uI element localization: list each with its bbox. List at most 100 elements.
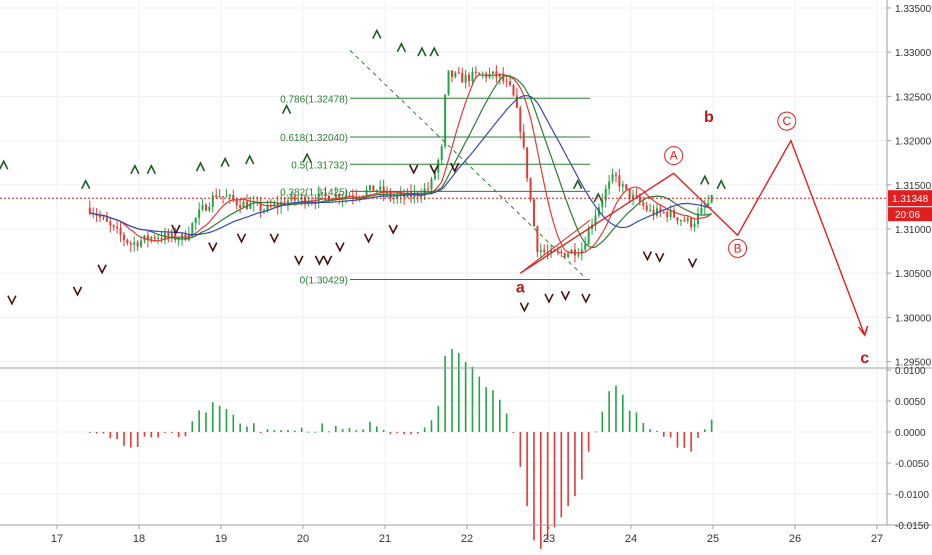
- price-tick-label: 1.33500: [895, 4, 932, 15]
- candle-body: [379, 186, 382, 191]
- histogram-bar: [683, 432, 686, 448]
- histogram-bar: [430, 420, 433, 432]
- candle-body: [345, 195, 348, 198]
- histogram-bar: [540, 432, 542, 549]
- candle-body: [580, 249, 583, 255]
- price-tick-label: 1.31000: [895, 225, 932, 236]
- price-tick-label: 1.32500: [895, 92, 932, 103]
- wave-label-A: A: [670, 149, 678, 163]
- candle-body: [140, 240, 143, 247]
- time-tick-label: 26: [789, 533, 801, 545]
- candle-body: [338, 194, 341, 199]
- candle-body: [194, 218, 197, 224]
- candle-body: [567, 253, 570, 257]
- candle-body: [621, 184, 624, 187]
- fractal-marker: [429, 164, 439, 175]
- histogram-bar: [505, 413, 508, 432]
- histogram-bar: [321, 423, 323, 432]
- candle-body: [232, 194, 235, 200]
- candle-body: [683, 219, 686, 222]
- candle-body: [601, 200, 604, 208]
- candle-body: [645, 205, 648, 211]
- fractal-marker: [236, 233, 247, 244]
- candle-body: [324, 192, 327, 196]
- candle-body: [112, 225, 115, 227]
- candle-body: [427, 188, 430, 190]
- candle-body: [464, 74, 467, 83]
- price-tick-label: 1.33000: [895, 48, 932, 59]
- histogram-bar: [136, 432, 139, 447]
- histogram-bar: [294, 430, 296, 432]
- price-tick-label: 1.29500: [895, 358, 932, 369]
- fractal-marker: [449, 162, 460, 173]
- time-tick-label: 18: [133, 533, 145, 545]
- candle-body: [116, 226, 119, 229]
- histogram-bar: [423, 427, 426, 432]
- candle-body: [502, 73, 505, 82]
- histogram-bar: [656, 430, 658, 432]
- candle-body: [471, 71, 474, 82]
- candle-body: [461, 72, 464, 83]
- candle-body: [669, 210, 672, 218]
- wave-label-b: b: [704, 109, 714, 126]
- candle-body: [167, 232, 170, 237]
- oscillator-pane[interactable]: [89, 348, 713, 549]
- fib-level-label: 0.382(1.31425): [280, 187, 348, 198]
- fractal-marker: [80, 178, 91, 190]
- price-tick-label: 1.30000: [895, 313, 932, 324]
- histogram-bar: [266, 429, 269, 432]
- candle-body: [474, 71, 477, 73]
- candle-body: [536, 226, 539, 252]
- histogram-bar: [587, 432, 590, 452]
- candle-body: [304, 196, 307, 205]
- candle-body: [649, 209, 652, 211]
- candle-body: [512, 85, 515, 96]
- candle-body: [519, 107, 522, 132]
- last-price-time-badge: [888, 207, 932, 222]
- trend-line-dashed: [349, 50, 586, 278]
- candle-body: [382, 186, 385, 194]
- histogram-bar: [567, 432, 569, 507]
- price-pane[interactable]: 0.786(1.32478) 0.618(1.32040) 0.5(1.31732)…: [0, 28, 887, 367]
- histogram-bar: [669, 432, 672, 438]
- histogram-bar: [191, 421, 194, 432]
- histogram-bar: [519, 432, 522, 467]
- fractal-marker: [700, 174, 710, 185]
- candle-body: [239, 205, 242, 208]
- histogram-bar: [102, 432, 105, 434]
- histogram-bar: [594, 431, 597, 433]
- candle-body: [201, 204, 204, 210]
- candle-body: [283, 201, 286, 205]
- fib-level-label: 0.618(1.32040): [280, 133, 348, 144]
- histogram-bar: [676, 432, 679, 448]
- fib-level-label: 0.786(1.32478): [280, 94, 348, 105]
- candle-body: [372, 185, 375, 192]
- fractal-marker: [408, 164, 419, 175]
- candle-body: [604, 188, 607, 201]
- wave-path: [519, 138, 866, 336]
- histogram-bar: [499, 399, 501, 432]
- candle-body: [611, 174, 614, 182]
- candle-body: [450, 70, 453, 77]
- time-tick-label: 27: [871, 533, 883, 545]
- wave-label-B: B: [734, 241, 742, 255]
- histogram-bar: [225, 409, 228, 432]
- candle-body: [679, 219, 682, 221]
- histogram-bar: [697, 432, 699, 439]
- histogram-bar: [581, 432, 583, 480]
- candle-body: [109, 221, 112, 226]
- histogram-bars: [89, 348, 713, 549]
- histogram-bar: [417, 432, 419, 434]
- histogram-bar: [253, 423, 255, 432]
- candle-body: [632, 194, 635, 199]
- histogram-bar: [464, 361, 467, 432]
- histogram-bar: [512, 432, 515, 433]
- fib-level-label: 0.5(1.31732): [291, 160, 348, 171]
- fractal-marker: [417, 46, 427, 57]
- candle-body: [481, 73, 484, 75]
- histogram-bar: [123, 432, 125, 447]
- histogram-bar: [608, 391, 610, 432]
- histogram-bar: [710, 419, 713, 432]
- grid: [0, 0, 887, 526]
